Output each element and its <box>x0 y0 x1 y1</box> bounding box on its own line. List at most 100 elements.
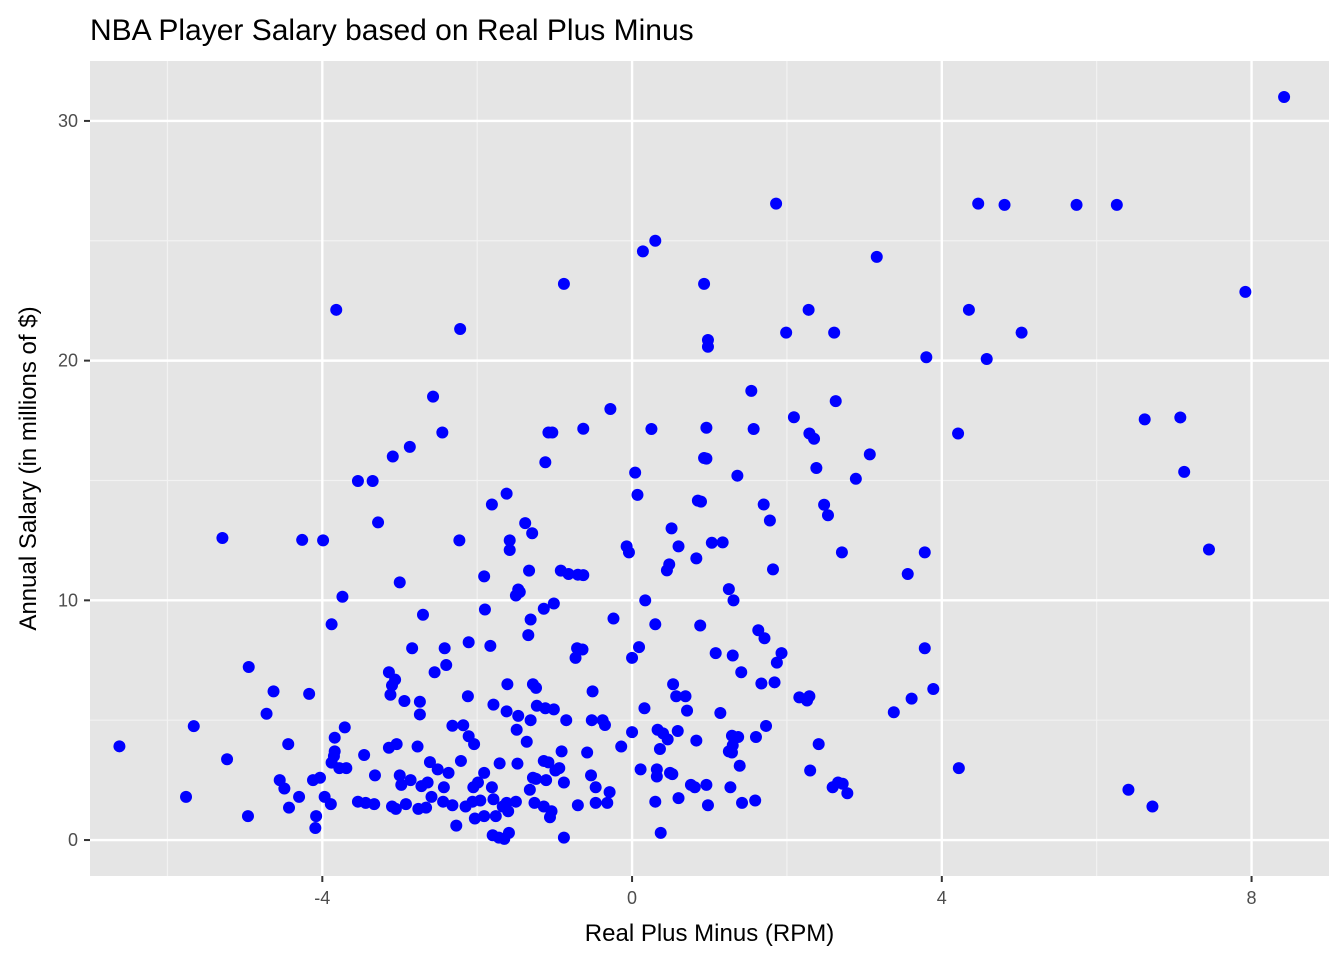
data-point <box>324 798 337 811</box>
data-point <box>604 403 617 416</box>
data-point <box>372 516 385 529</box>
data-point <box>660 564 673 577</box>
data-point <box>398 695 411 708</box>
data-point <box>338 721 351 734</box>
data-point <box>727 594 740 607</box>
data-point <box>694 619 707 632</box>
data-point <box>428 666 441 679</box>
data-point <box>577 422 590 435</box>
data-point <box>639 594 652 607</box>
data-point <box>633 641 646 654</box>
data-point <box>384 688 397 701</box>
data-point <box>446 799 459 812</box>
data-point <box>841 787 854 800</box>
data-point <box>330 303 343 316</box>
data-point <box>486 829 499 842</box>
data-point <box>709 647 722 660</box>
data-point <box>328 731 341 744</box>
data-point <box>920 351 933 364</box>
data-point <box>478 810 491 823</box>
data-point <box>317 534 330 547</box>
data-point <box>724 781 737 794</box>
data-point <box>671 724 684 737</box>
data-point <box>665 522 678 535</box>
x-tick-label: 0 <box>627 888 637 908</box>
data-point <box>688 781 701 794</box>
data-point <box>698 277 711 290</box>
data-point <box>540 774 553 787</box>
data-point <box>636 245 649 258</box>
data-point <box>667 678 680 691</box>
data-point <box>972 197 985 210</box>
x-tick-label: 8 <box>1247 888 1257 908</box>
data-point <box>670 690 683 703</box>
data-point <box>413 708 426 721</box>
data-point <box>631 488 644 501</box>
data-point <box>512 709 525 722</box>
data-point <box>546 426 559 439</box>
data-point <box>557 277 570 290</box>
data-point <box>1110 198 1123 211</box>
data-point <box>537 602 550 615</box>
data-point <box>528 796 541 809</box>
x-tick-label: 4 <box>937 888 947 908</box>
data-point <box>415 780 428 793</box>
data-point <box>523 564 536 577</box>
data-point <box>437 795 450 808</box>
data-point <box>436 426 449 439</box>
data-points <box>113 90 1291 845</box>
data-point <box>571 799 584 812</box>
data-point <box>927 683 940 696</box>
data-point <box>478 603 491 616</box>
data-point <box>1122 783 1135 796</box>
x-tick-label: -4 <box>314 888 330 908</box>
data-point <box>870 250 883 263</box>
data-point <box>607 612 620 625</box>
data-point <box>802 303 815 316</box>
data-point <box>589 781 602 794</box>
data-point <box>690 734 703 747</box>
data-point <box>386 679 399 692</box>
data-point <box>187 720 200 733</box>
data-point <box>411 740 424 753</box>
data-point <box>282 738 295 751</box>
data-point <box>487 793 500 806</box>
data-point <box>812 738 825 751</box>
y-tick-label: 30 <box>58 111 78 131</box>
data-point <box>905 692 918 705</box>
data-point <box>918 642 931 655</box>
y-tick-label: 10 <box>58 590 78 610</box>
data-point <box>530 681 543 694</box>
data-point <box>780 326 793 339</box>
data-point <box>351 474 364 487</box>
data-point <box>500 705 513 718</box>
data-point <box>431 763 444 776</box>
data-point <box>638 702 651 715</box>
data-point <box>510 723 523 736</box>
x-axis-title: Real Plus Minus (RPM) <box>585 920 834 947</box>
data-point <box>427 390 440 403</box>
data-point <box>340 762 353 775</box>
data-point <box>549 764 562 777</box>
data-point <box>736 796 749 809</box>
data-point <box>478 570 491 583</box>
data-point <box>1146 800 1159 813</box>
data-point <box>557 831 570 844</box>
data-point <box>471 776 484 789</box>
data-point <box>307 774 320 787</box>
data-point <box>672 792 685 805</box>
data-point <box>701 799 714 812</box>
data-point <box>446 719 459 732</box>
data-point <box>622 546 635 559</box>
data-point <box>484 639 497 652</box>
data-point <box>437 781 450 794</box>
data-point <box>962 303 975 316</box>
data-point <box>503 544 516 556</box>
data-point <box>368 798 381 811</box>
data-point <box>267 685 280 698</box>
data-point <box>634 763 647 776</box>
data-point <box>511 757 524 770</box>
data-point <box>700 452 713 465</box>
data-point <box>901 567 914 580</box>
data-point <box>325 618 338 631</box>
